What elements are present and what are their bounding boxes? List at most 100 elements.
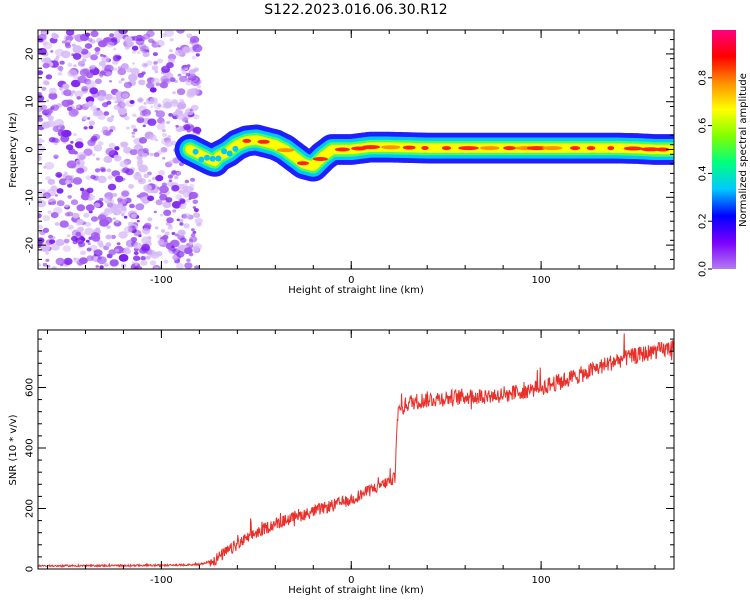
noise-speckle [66, 160, 77, 169]
noise-speckle [95, 51, 100, 55]
noise-speckle [163, 78, 171, 85]
noise-speckle [63, 89, 72, 97]
noise-speckle [64, 204, 69, 208]
noise-speckle [143, 184, 153, 192]
noise-speckle [183, 223, 190, 229]
noise-speckle [59, 220, 69, 228]
noise-speckle [136, 117, 145, 124]
noise-speckle [106, 41, 115, 48]
noise-speckle [190, 233, 196, 237]
noise-speckle [163, 209, 172, 216]
noise-speckle [88, 197, 93, 201]
noise-speckle [54, 222, 60, 226]
y-tick-label: 0 [25, 566, 36, 572]
noise-speckle [106, 100, 112, 105]
colorbar-label: Normalized spectral amplitude [738, 73, 749, 227]
noise-speckle [136, 194, 141, 198]
noise-speckle [126, 67, 133, 73]
noise-speckle [98, 243, 104, 248]
noise-speckle [149, 260, 157, 266]
noise-speckle [92, 153, 96, 157]
ridge-peak [623, 146, 643, 151]
noise-speckle [190, 79, 200, 87]
noise-speckle [192, 230, 197, 234]
noise-speckle [178, 190, 182, 193]
noise-speckle [114, 100, 119, 104]
noise-speckle [183, 124, 191, 131]
noise-speckle [73, 150, 78, 155]
ridge-start-blob [204, 154, 210, 161]
noise-speckle [40, 242, 50, 250]
noise-speckle [167, 225, 173, 230]
noise-speckle [42, 31, 47, 35]
noise-speckle [196, 84, 202, 89]
colorbar-tick-label: 0.0 [698, 261, 709, 277]
noise-speckle [111, 234, 116, 239]
noise-speckle [72, 45, 83, 54]
noise-speckle [165, 197, 173, 203]
colorbar-tick-label: 0.2 [698, 213, 709, 229]
noise-speckle [95, 227, 101, 232]
noise-speckle [143, 102, 147, 105]
noise-speckle [140, 256, 146, 261]
noise-speckle [139, 45, 150, 54]
noise-speckle [104, 216, 113, 224]
noise-speckle [172, 91, 176, 95]
noise-speckle [72, 52, 82, 60]
noise-speckle [175, 124, 179, 128]
noise-speckle [86, 117, 91, 120]
noise-speckle [97, 113, 106, 120]
noise-speckle [117, 206, 127, 215]
noise-speckle [119, 160, 129, 168]
noise-speckle [99, 265, 104, 269]
noise-speckle [107, 175, 113, 180]
noise-speckle [73, 64, 77, 67]
noise-speckle [42, 62, 50, 69]
noise-speckle [136, 97, 144, 103]
noise-speckle [94, 78, 102, 85]
noise-speckle [130, 81, 136, 86]
noise-speckle [88, 125, 94, 130]
noise-speckle [111, 96, 117, 100]
noise-speckle [141, 62, 149, 68]
noise-speckle [168, 113, 173, 117]
noise-speckle [186, 258, 191, 262]
noise-speckle [90, 135, 98, 142]
ridge-start-blob [221, 148, 228, 155]
noise-speckle [90, 244, 98, 251]
noise-speckle [71, 235, 78, 242]
noise-speckle [115, 175, 124, 183]
noise-speckle [186, 129, 191, 133]
noise-speckle [155, 174, 164, 182]
noise-speckle [47, 178, 56, 185]
noise-speckle [142, 33, 151, 40]
noise-speckle [184, 262, 193, 269]
noise-speckle [112, 55, 121, 62]
noise-speckle [82, 58, 87, 62]
noise-speckle [121, 92, 129, 99]
noise-speckle [131, 131, 136, 135]
noise-speckle [138, 115, 144, 119]
noise-speckle [76, 167, 85, 174]
noise-speckle [192, 126, 202, 134]
noise-speckle [57, 65, 64, 71]
noise-speckle [150, 105, 154, 108]
noise-speckle [75, 231, 82, 237]
noise-speckle [178, 218, 184, 223]
noise-speckle [193, 208, 199, 213]
noise-speckle [66, 39, 71, 43]
ridge-start-blob [215, 155, 222, 162]
noise-speckle [97, 141, 104, 146]
noise-speckle [176, 113, 185, 120]
noise-speckle [118, 231, 128, 239]
noise-speckle [168, 247, 173, 252]
noise-speckle [154, 70, 159, 74]
noise-speckle [162, 98, 172, 106]
noise-speckle [152, 52, 158, 57]
noise-speckle [125, 168, 134, 176]
noise-speckle [89, 64, 96, 70]
noise-speckle [138, 79, 146, 86]
noise-speckle [65, 144, 74, 151]
colorbar-tick-label: 0.6 [698, 118, 709, 134]
noise-speckle [45, 251, 49, 255]
